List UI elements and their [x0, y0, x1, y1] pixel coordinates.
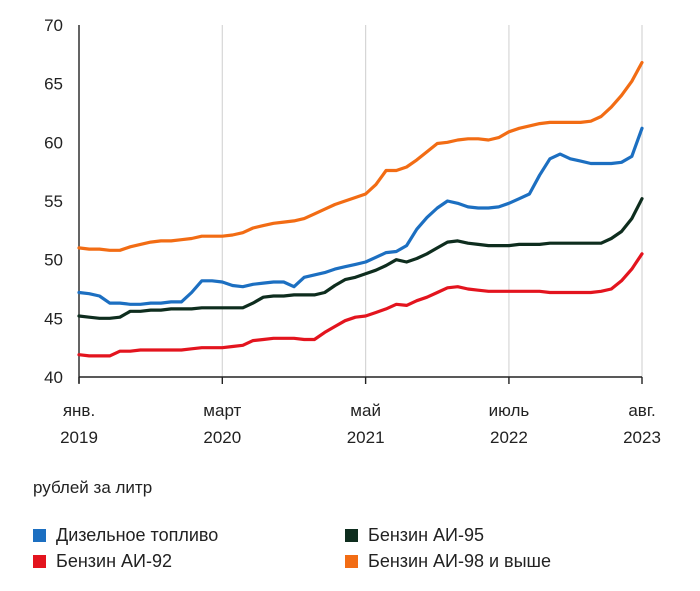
legend-label: Бензин АИ-98 и выше	[368, 551, 551, 571]
x-tick-month-2021-05: май	[350, 401, 381, 420]
legend-swatch	[345, 555, 358, 568]
legend-label: Бензин АИ-95	[368, 525, 484, 545]
y-tick-label-60: 60	[44, 133, 63, 152]
x-tick-month-2019-01: янв.	[63, 401, 95, 420]
legend-item-1: Бензин АИ-95	[345, 525, 484, 546]
series-line-3	[77, 60, 644, 252]
legend-label: Дизельное топливо	[56, 525, 219, 545]
grid-lines	[221, 25, 643, 377]
series-line-1	[77, 197, 644, 320]
legend-swatch	[345, 529, 358, 542]
legend-swatch	[33, 555, 46, 568]
x-tick-month-2022-07: июль	[489, 401, 530, 420]
y-tick-label-65: 65	[44, 75, 63, 94]
y-tick-label-55: 55	[44, 192, 63, 211]
x-tick-month-2020-03: март	[203, 401, 241, 420]
series-line-0	[77, 126, 644, 306]
line-chart: 40 45 50 55 60 65 70 янв. 2019 март 2020 май 2021 ию…	[44, 16, 661, 447]
legend-item-3: Бензин АИ-98 и выше	[345, 551, 551, 572]
x-tick-year-2019-01: 2019	[60, 428, 98, 447]
x-tick-year-2023-08: 2023	[623, 428, 661, 447]
y-tick-label-45: 45	[44, 309, 63, 328]
legend-item-0: Дизельное топливо	[33, 525, 218, 546]
series-line-2	[77, 252, 644, 358]
y-tick-label-50: 50	[44, 251, 63, 270]
axes	[78, 25, 643, 384]
y-tick-labels: 40 45 50 55 60 65 70	[44, 16, 63, 387]
x-tick-labels: янв. 2019 март 2020 май 2021 июль 2022 авг. 2023	[60, 401, 661, 447]
unit-label: рублей за литр	[33, 478, 153, 497]
x-tick-year-2022-07: 2022	[490, 428, 528, 447]
x-tick-year-2020-03: 2020	[203, 428, 241, 447]
legend-swatch	[33, 529, 46, 542]
y-tick-label-40: 40	[44, 368, 63, 387]
legend-label: Бензин АИ-92	[56, 551, 172, 571]
series-lines	[77, 60, 644, 358]
x-tick-year-2021-05: 2021	[347, 428, 385, 447]
x-tick-month-2023-08: авг.	[628, 401, 655, 420]
y-tick-label-70: 70	[44, 16, 63, 35]
legend-item-2: Бензин АИ-92	[33, 551, 172, 572]
